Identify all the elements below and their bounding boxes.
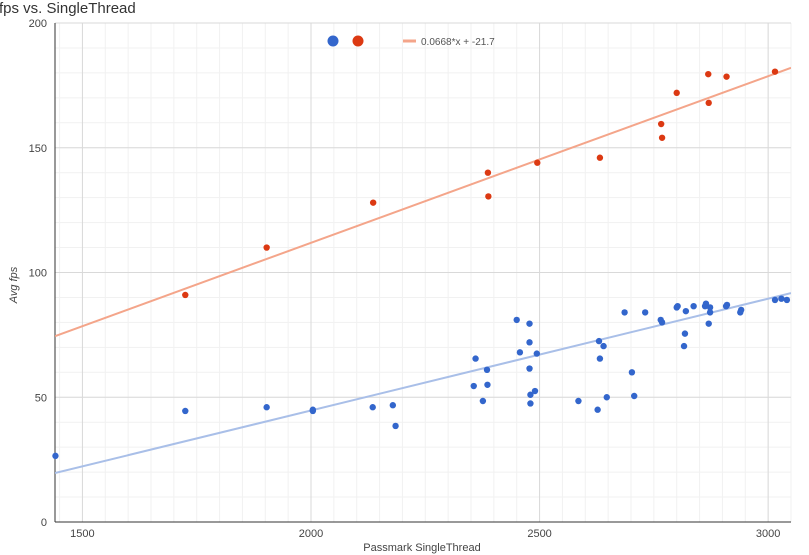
data-point-blue[interactable] [513,316,520,324]
data-point-blue[interactable] [778,295,785,302]
y-tick-label: 50 [35,392,47,404]
data-point-blue[interactable] [527,400,534,407]
legend-label: 0.0668*x + -21.7 [421,37,495,48]
data-point-blue[interactable] [603,394,610,401]
trendline-blue [55,292,791,475]
data-point-blue[interactable] [392,422,399,430]
data-point-red[interactable] [596,154,604,161]
data-point-blue[interactable] [600,342,607,350]
data-point-blue[interactable] [595,337,603,345]
data-point-blue[interactable] [682,307,690,315]
data-point-blue[interactable] [526,320,533,327]
data-point-blue[interactable] [641,309,649,316]
data-point-blue[interactable] [621,309,628,316]
data-point-red[interactable] [484,169,492,176]
data-point-blue[interactable] [783,296,791,304]
data-point-red[interactable] [182,291,189,299]
x-tick-label: 3000 [756,528,780,540]
data-point-blue[interactable] [369,404,376,411]
legend-marker-dot[interactable] [352,35,364,47]
data-point-blue[interactable] [690,302,697,310]
data-point-blue[interactable] [680,342,688,350]
data-point-red[interactable] [723,73,730,80]
data-point-blue[interactable] [470,382,477,390]
data-point-blue[interactable] [527,391,534,398]
data-point-blue[interactable] [182,407,189,415]
data-point-red[interactable] [263,244,270,251]
data-point-blue[interactable] [309,407,317,415]
data-point-blue[interactable] [628,369,636,376]
data-point-blue[interactable] [631,392,638,400]
data-point-blue[interactable] [516,349,524,356]
data-point-blue[interactable] [706,304,714,311]
data-point-blue[interactable] [533,350,541,357]
data-point-blue[interactable] [674,302,681,310]
legend-marker-dot[interactable] [327,35,339,47]
data-point-red[interactable] [485,193,492,200]
chart-title: fps vs. SingleThread [0,0,136,17]
y-tick-label: 200 [29,18,47,30]
gridlines [54,22,792,523]
data-point-blue[interactable] [526,339,533,346]
data-point-blue[interactable] [706,309,714,316]
data-point-red[interactable] [534,159,541,166]
data-point-blue[interactable] [526,365,533,372]
data-point-blue[interactable] [52,452,59,460]
data-point-blue[interactable] [472,355,479,362]
trendlines [55,66,791,475]
y-tick-label: 100 [29,268,47,280]
trendline-red [55,66,791,338]
y-tick-label: 150 [29,143,47,155]
data-points [52,68,791,460]
data-point-red[interactable] [369,199,377,206]
data-point-red[interactable] [657,120,665,128]
data-point-blue[interactable] [389,402,397,409]
data-point-blue[interactable] [483,366,491,374]
x-axis-label: Passmark SingleThread [363,542,480,554]
data-point-red[interactable] [705,70,712,78]
data-point-blue[interactable] [702,300,710,307]
legend[interactable]: 0.0668*x + -21.7 [327,35,496,49]
data-point-blue[interactable] [737,306,745,314]
x-tick-label: 1500 [70,528,94,540]
data-point-red[interactable] [658,134,666,141]
data-point-blue[interactable] [658,319,666,326]
data-point-blue[interactable] [575,397,582,405]
data-point-blue[interactable] [723,301,731,309]
x-tick-label: 2500 [527,528,551,540]
data-point-blue[interactable] [681,330,689,337]
data-point-blue[interactable] [596,355,604,362]
data-point-red[interactable] [771,68,779,75]
data-point-blue[interactable] [479,397,487,405]
data-point-blue[interactable] [263,404,270,411]
y-axis-label: Avg fps [8,266,20,304]
axis-tick-labels: 1500 2000 2500 3000 0 50 100 150 200 [29,18,781,540]
y-tick-label: 0 [41,517,47,529]
x-tick-label: 2000 [299,528,323,540]
data-point-blue[interactable] [484,381,491,388]
data-point-blue[interactable] [705,320,712,327]
data-point-red[interactable] [705,99,712,107]
data-point-blue[interactable] [771,296,779,304]
data-point-red[interactable] [673,89,680,97]
data-point-blue[interactable] [594,406,601,413]
data-point-blue[interactable] [531,387,539,395]
